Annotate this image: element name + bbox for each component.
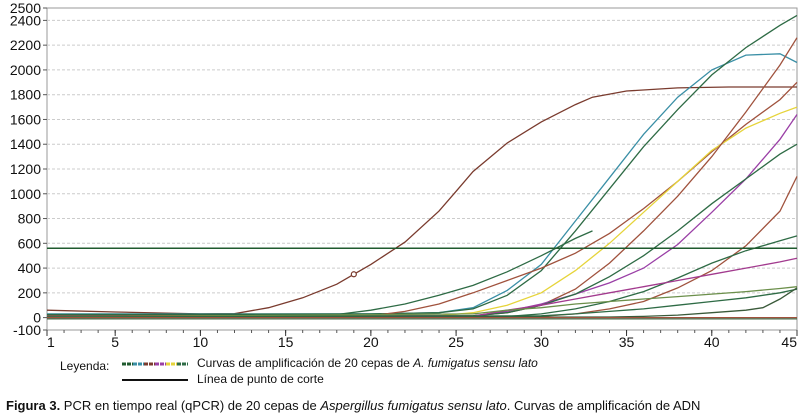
y-tick-label: 0 [33, 310, 41, 326]
series-line [46, 286, 798, 318]
legend-label: Leyenda: [60, 359, 109, 373]
x-tick-label: 45 [781, 334, 797, 350]
x-tick-label: 35 [619, 334, 635, 350]
series-line [46, 86, 797, 315]
y-tick-label: 2000 [10, 62, 41, 78]
y-tick-label: 2400 [10, 12, 41, 28]
y-tick-label: 1800 [10, 87, 41, 103]
legend-curves-text: Curvas de amplificación de 20 cepas de A… [197, 356, 538, 370]
series-line [46, 114, 798, 318]
y-tick-label: 1200 [10, 161, 41, 177]
y-tick-label: 1000 [10, 186, 41, 202]
y-tick-label: -100 [13, 322, 41, 338]
caption-text-after: . Curvas de amplificación de ADN [506, 398, 701, 413]
series-line [46, 230, 593, 316]
figure-caption: Figura 3. PCR en tiempo real (qPCR) de 2… [6, 398, 700, 413]
x-tick-label: 15 [278, 334, 294, 350]
y-tick-label: 1600 [10, 111, 41, 127]
series-line [46, 106, 798, 318]
caption-italic: Aspergillus fumigatus sensu lato [320, 398, 507, 413]
x-tick-label: 10 [193, 334, 209, 350]
amplification-chart: 1 5 10 15 20 25 30 35 40 45 -10002004006008001000… [10, 0, 798, 386]
legend-curves-prefix: Curvas de amplificación de 20 cepas de [197, 356, 413, 370]
x-tick-label: 30 [534, 334, 550, 350]
legend: Leyenda: Curvas de amplificación de 20 c… [60, 356, 538, 386]
series-line [46, 14, 798, 316]
x-tick-label: 40 [704, 334, 720, 350]
series-line [46, 287, 798, 319]
y-tick-label: 400 [18, 260, 42, 276]
y-tick-label: 2200 [10, 37, 41, 53]
y-tick-label: 1400 [10, 136, 41, 152]
series-line [46, 143, 798, 318]
caption-text-before: PCR en tiempo real (qPCR) de 20 cepas de [60, 398, 321, 413]
legend-cutoff-text: Línea de punto de corte [197, 372, 324, 386]
y-tick-label: 2500 [10, 0, 41, 16]
caption-label: Figura 3. [6, 398, 61, 413]
series-layer [46, 14, 798, 320]
y-tick-label: 600 [18, 235, 42, 251]
series-line [47, 81, 798, 317]
y-tick-label: 200 [18, 285, 42, 301]
y-axis: -1000 200 400 600 800 1000 1200 1400 1600 1800 200… [10, 0, 47, 338]
data-point-marker [350, 271, 357, 278]
x-tick-label: 25 [448, 334, 464, 350]
series-line [46, 235, 798, 318]
x-axis: 1 5 10 15 20 25 30 35 40 45 [46, 330, 798, 350]
series-line [46, 288, 798, 318]
legend-curves-italic: A. fumigatus sensu lato [412, 356, 538, 370]
x-tick-label: 5 [111, 334, 119, 350]
y-tick-label: 800 [18, 211, 42, 227]
x-tick-label: 20 [363, 334, 379, 350]
x-tick-label: 1 [47, 334, 55, 350]
